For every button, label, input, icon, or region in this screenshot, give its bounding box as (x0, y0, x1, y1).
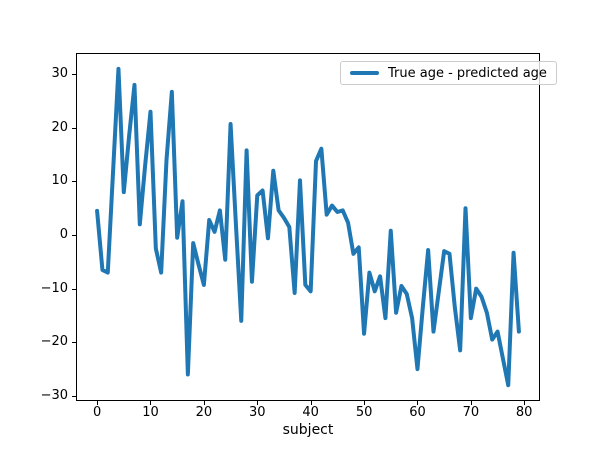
y-tick-label: 10 (51, 173, 68, 189)
x-tick-label: 20 (195, 405, 213, 420)
x-axis-label: subject (282, 422, 334, 438)
y-tick-label: 0 (59, 227, 68, 242)
axes-spines (76, 53, 540, 401)
legend: True age - predicted age (340, 61, 557, 85)
legend-label: True age - predicted age (388, 65, 547, 81)
x-tick-label: 10 (142, 405, 159, 420)
x-tick-label: 40 (302, 405, 319, 420)
x-tick-label: 30 (249, 405, 266, 420)
y-tick-label: 20 (51, 119, 68, 135)
data-line (95, 66, 521, 388)
y-tick-label: −20 (40, 334, 68, 350)
x-tick-label: 50 (355, 405, 373, 420)
y-tick-label: −30 (40, 387, 68, 403)
y-tick-label: −10 (40, 280, 68, 296)
x-tick-label: 70 (462, 405, 480, 420)
x-tick-label: 0 (92, 405, 102, 420)
legend-line-swatch (350, 71, 379, 75)
x-tick-label: 60 (409, 405, 426, 420)
y-tick-label: 30 (51, 66, 68, 82)
x-tick-label: 80 (515, 405, 533, 420)
